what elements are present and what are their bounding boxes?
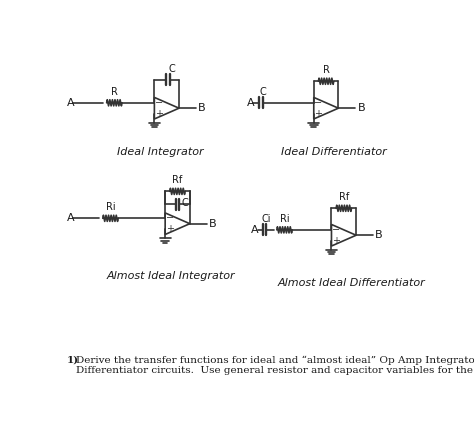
Text: Differentiator circuits.  Use general resistor and capacitor variables for the l: Differentiator circuits. Use general res… <box>76 366 474 376</box>
Text: +: + <box>155 108 163 119</box>
Text: −: − <box>314 98 322 108</box>
Text: A: A <box>66 213 74 223</box>
Text: Rf: Rf <box>338 192 349 202</box>
Text: +: + <box>332 235 340 246</box>
Text: C: C <box>259 87 266 97</box>
Text: Ideal Differentiator: Ideal Differentiator <box>281 147 387 157</box>
Text: Almost Ideal Integrator: Almost Ideal Integrator <box>107 272 236 281</box>
Text: Ri: Ri <box>280 214 289 224</box>
Text: A: A <box>247 98 255 108</box>
Text: −: − <box>332 225 340 235</box>
Text: A: A <box>251 225 259 235</box>
Text: +: + <box>314 108 322 119</box>
Text: Ci: Ci <box>261 214 271 224</box>
Text: B: B <box>209 219 217 229</box>
Text: +: + <box>166 224 174 234</box>
Text: −: − <box>166 213 174 223</box>
Text: Rf: Rf <box>173 175 182 185</box>
Text: B: B <box>375 230 383 240</box>
Text: −: − <box>155 98 163 108</box>
Text: R: R <box>323 65 329 75</box>
Text: A: A <box>66 98 74 108</box>
Text: Derive the transfer functions for ideal and “almost ideal” Op Amp Integrator and: Derive the transfer functions for ideal … <box>76 355 474 364</box>
Text: Ideal Integrator: Ideal Integrator <box>117 147 204 157</box>
Text: C: C <box>181 198 188 208</box>
Text: 1): 1) <box>66 355 79 364</box>
Text: C: C <box>169 63 175 74</box>
Text: B: B <box>198 103 206 113</box>
Text: R: R <box>111 87 118 97</box>
Text: Ri: Ri <box>106 202 115 212</box>
Text: B: B <box>358 103 365 113</box>
Text: Almost Ideal Differentiator: Almost Ideal Differentiator <box>278 277 425 288</box>
